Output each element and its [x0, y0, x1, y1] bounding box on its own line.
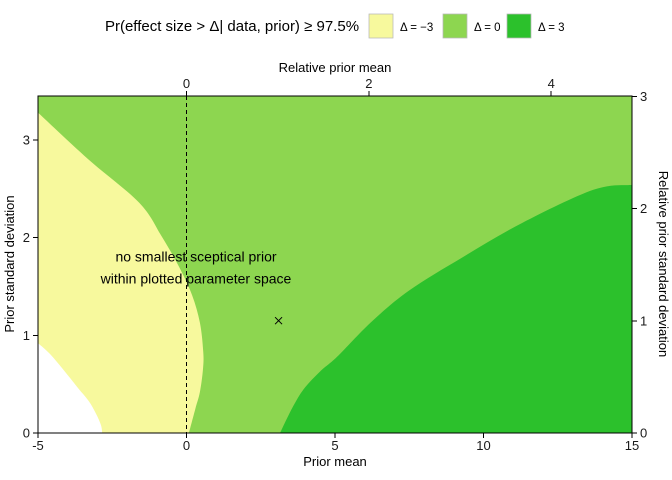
legend-label-delta-0: Δ = 0 — [474, 22, 501, 34]
tick-label: 15 — [625, 438, 639, 453]
tick-label: 0 — [183, 76, 190, 91]
tick-label: 2 — [365, 76, 372, 91]
chart-title: Pr(effect size > Δ| data, prior) ≥ 97.5% — [105, 18, 359, 35]
legend-swatch-delta-3 — [506, 13, 532, 39]
plot-overlays — [186, 96, 283, 433]
region-delta-minus3-band — [38, 112, 204, 433]
tick-label: 2 — [640, 201, 647, 216]
tick-label: 2 — [23, 230, 30, 245]
x-marker — [274, 316, 283, 325]
tick-label: 4 — [548, 76, 555, 91]
legend-swatch-delta-0 — [442, 13, 468, 39]
tick-label: -5 — [32, 438, 44, 453]
tick-label: 3 — [23, 132, 30, 147]
top-axis-title: Relative prior mean — [279, 60, 392, 75]
region-delta-3-band — [280, 184, 632, 433]
right-axis-title: Relative prior standard deviation — [656, 171, 671, 357]
tick-label: 0 — [640, 426, 647, 441]
tick-label: 5 — [331, 438, 338, 453]
tick-label: 0 — [23, 426, 30, 441]
legend-label-delta-minus3: Δ = −3 — [400, 22, 433, 34]
tick-label: 0 — [183, 438, 190, 453]
annotation-line-1: no smallest sceptical prior — [115, 249, 276, 265]
legend: Δ = −3 Δ = 0 Δ = 3 — [368, 13, 565, 39]
legend-label-delta-3: Δ = 3 — [538, 22, 565, 34]
left-axis-title: Prior standard deviation — [2, 195, 17, 332]
legend-swatch-delta-minus3 — [368, 13, 394, 39]
annotation-line-2: within plotted parameter space — [100, 271, 292, 287]
contour-regions — [38, 96, 632, 433]
tick-label: 10 — [476, 438, 490, 453]
bottom-axis-title: Prior mean — [303, 454, 367, 469]
tick-label: 1 — [23, 328, 30, 343]
region-no-band-region — [38, 343, 103, 433]
tick-label: 1 — [640, 313, 647, 328]
tick-label: 3 — [640, 89, 647, 104]
